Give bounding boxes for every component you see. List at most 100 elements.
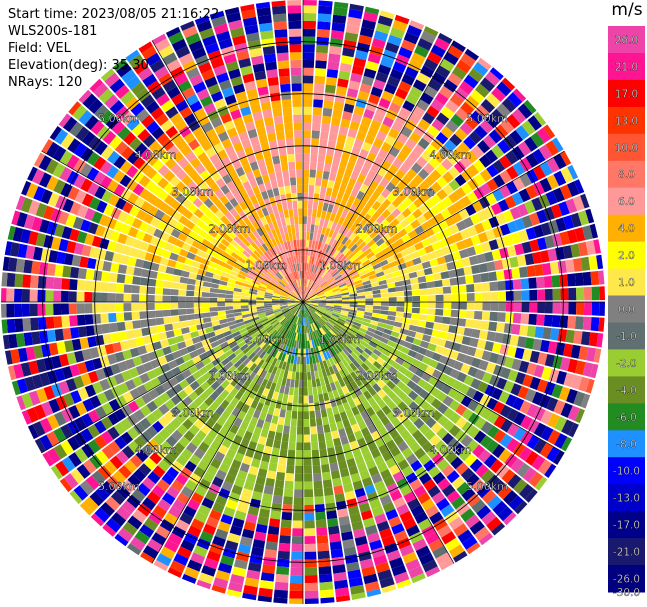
velocity-gate xyxy=(69,279,78,291)
velocity-gate xyxy=(359,558,374,569)
velocity-gate xyxy=(391,197,402,208)
velocity-gate xyxy=(303,450,312,459)
velocity-gate xyxy=(346,220,354,230)
velocity-gate xyxy=(431,352,442,362)
velocity-gate xyxy=(248,465,259,476)
velocity-gate xyxy=(375,251,384,259)
velocity-gate xyxy=(310,281,315,289)
velocity-gate xyxy=(92,281,101,292)
velocity-gate xyxy=(329,422,338,432)
velocity-gate xyxy=(488,129,503,144)
velocity-gate xyxy=(451,496,466,510)
velocity-gate xyxy=(68,405,81,419)
velocity-gate xyxy=(257,270,265,277)
velocity-gate xyxy=(190,331,199,339)
velocity-gate xyxy=(433,518,448,532)
velocity-gate xyxy=(308,306,316,313)
velocity-gate xyxy=(498,155,512,169)
velocity-gate xyxy=(342,443,352,453)
colorbar-tick-label: 0.0 xyxy=(618,304,635,316)
velocity-gate xyxy=(499,404,512,418)
velocity-gate xyxy=(208,353,218,362)
velocity-gate xyxy=(384,344,394,353)
velocity-gate xyxy=(287,274,293,282)
velocity-gate xyxy=(337,508,349,518)
velocity-gate xyxy=(323,286,331,292)
velocity-gate xyxy=(257,595,272,603)
velocity-gate xyxy=(89,78,103,93)
velocity-gate xyxy=(220,238,230,247)
velocity-gate xyxy=(347,343,356,352)
velocity-gate xyxy=(340,287,349,292)
velocity-gate xyxy=(275,400,282,409)
velocity-gate xyxy=(534,264,544,276)
velocity-gate xyxy=(260,30,274,40)
velocity-gate xyxy=(236,149,247,160)
velocity-gate xyxy=(490,202,503,215)
velocity-gate xyxy=(202,371,212,381)
velocity-gate xyxy=(314,496,325,505)
velocity-gate xyxy=(265,288,274,293)
velocity-gate xyxy=(297,332,300,341)
velocity-gate xyxy=(178,296,186,302)
velocity-gate xyxy=(465,204,477,216)
velocity-gate xyxy=(223,506,236,518)
velocity-gate xyxy=(332,311,341,316)
velocity-gate xyxy=(269,267,277,275)
velocity-gate xyxy=(79,256,89,268)
velocity-gate xyxy=(367,532,381,543)
velocity-gate xyxy=(101,190,113,203)
velocity-gate xyxy=(252,230,261,239)
velocity-gate xyxy=(94,435,108,449)
velocity-gate xyxy=(176,412,187,424)
velocity-gate xyxy=(290,185,297,194)
velocity-gate xyxy=(545,190,558,206)
velocity-gate xyxy=(224,302,233,307)
velocity-gate xyxy=(181,242,192,252)
velocity-gate xyxy=(472,200,484,213)
velocity-gate xyxy=(507,369,519,382)
velocity-gate xyxy=(348,416,357,426)
velocity-gate xyxy=(266,326,274,334)
velocity-gate xyxy=(271,502,282,512)
velocity-gate xyxy=(417,346,427,356)
velocity-gate xyxy=(177,341,187,350)
velocity-gate xyxy=(435,362,446,372)
velocity-gate xyxy=(362,213,372,223)
velocity-gate xyxy=(243,378,252,388)
velocity-gate xyxy=(287,449,296,458)
velocity-gate xyxy=(317,225,323,234)
velocity-gate xyxy=(121,69,137,84)
velocity-gate xyxy=(252,539,266,549)
velocity-gate xyxy=(392,19,408,32)
velocity-gate xyxy=(414,332,424,340)
velocity-gate xyxy=(154,348,165,358)
velocity-gate xyxy=(187,203,198,214)
velocity-gate xyxy=(427,51,443,65)
velocity-gate xyxy=(309,255,313,264)
velocity-gate xyxy=(339,183,347,193)
velocity-gate xyxy=(326,264,333,272)
velocity-gate xyxy=(124,275,134,284)
velocity-gate xyxy=(267,525,280,535)
velocity-gate xyxy=(109,78,125,93)
velocity-gate xyxy=(281,259,287,268)
velocity-gate xyxy=(242,250,251,258)
velocity-gate xyxy=(14,288,23,302)
velocity-gate xyxy=(73,432,87,447)
velocity-gate xyxy=(332,249,340,258)
velocity-gate xyxy=(437,403,449,415)
velocity-gate xyxy=(295,153,303,162)
velocity-gate xyxy=(180,539,195,552)
velocity-gate xyxy=(376,214,386,225)
velocity-gate xyxy=(338,70,351,81)
velocity-gate xyxy=(7,225,16,241)
velocity-gate xyxy=(181,369,192,379)
velocity-gate xyxy=(248,268,257,275)
velocity-gate xyxy=(279,280,287,287)
velocity-gate xyxy=(234,381,244,391)
velocity-gate xyxy=(183,132,196,144)
velocity-gate xyxy=(135,337,145,347)
velocity-gate xyxy=(329,317,337,324)
velocity-gate xyxy=(119,340,130,351)
